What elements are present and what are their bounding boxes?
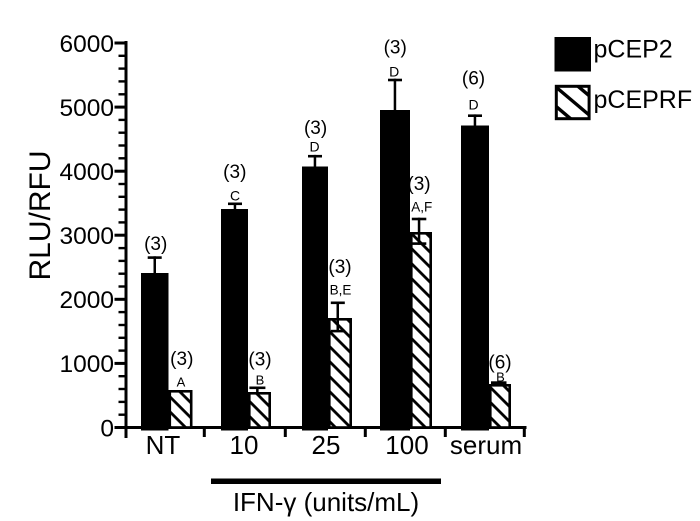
svg-text:RLU/RFU: RLU/RFU [24,150,57,280]
svg-text:D: D [389,64,399,80]
svg-text:4000: 4000 [59,159,114,186]
svg-text:0: 0 [100,416,114,443]
svg-text:B: B [496,370,505,385]
svg-text:5000: 5000 [59,95,114,122]
svg-text:10: 10 [230,430,259,460]
svg-text:(3): (3) [223,162,246,183]
svg-text:(3): (3) [407,174,430,195]
svg-text:(3): (3) [248,350,271,371]
svg-text:pCEPRF: pCEPRF [594,86,693,114]
svg-text:IFN-γ (units/mL): IFN-γ (units/mL) [233,487,419,517]
svg-text:serum: serum [450,430,522,460]
svg-text:1000: 1000 [59,351,114,378]
svg-text:100: 100 [385,430,428,460]
svg-text:(3): (3) [328,257,351,278]
svg-text:6000: 6000 [59,31,114,58]
svg-text:pCEP2: pCEP2 [594,36,673,64]
svg-text:A: A [177,375,186,390]
svg-text:(3): (3) [304,118,327,139]
svg-text:(3): (3) [170,349,193,370]
svg-text:(6): (6) [488,352,511,373]
svg-text:NT: NT [146,430,181,460]
svg-text:(3): (3) [384,37,407,58]
svg-text:B,E: B,E [330,283,352,298]
svg-text:D: D [309,138,319,154]
svg-text:(3): (3) [144,234,167,255]
svg-text:D: D [468,97,478,113]
svg-text:3000: 3000 [59,223,114,250]
svg-text:C: C [230,188,240,204]
svg-text:2000: 2000 [59,287,114,314]
svg-text:A,F: A,F [411,200,432,215]
svg-text:(6): (6) [462,68,485,89]
svg-text:B: B [256,373,265,388]
svg-text:25: 25 [312,430,341,460]
